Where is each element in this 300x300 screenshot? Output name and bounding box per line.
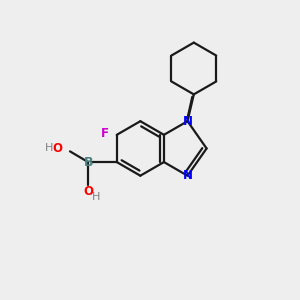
Text: H: H <box>92 192 100 202</box>
Text: N: N <box>182 169 193 182</box>
Text: O: O <box>52 142 62 155</box>
Text: O: O <box>83 184 93 198</box>
Text: B: B <box>83 156 93 169</box>
Text: F: F <box>101 127 109 140</box>
Text: ·: · <box>89 189 92 202</box>
Text: H: H <box>45 143 53 153</box>
Text: N: N <box>182 115 193 128</box>
